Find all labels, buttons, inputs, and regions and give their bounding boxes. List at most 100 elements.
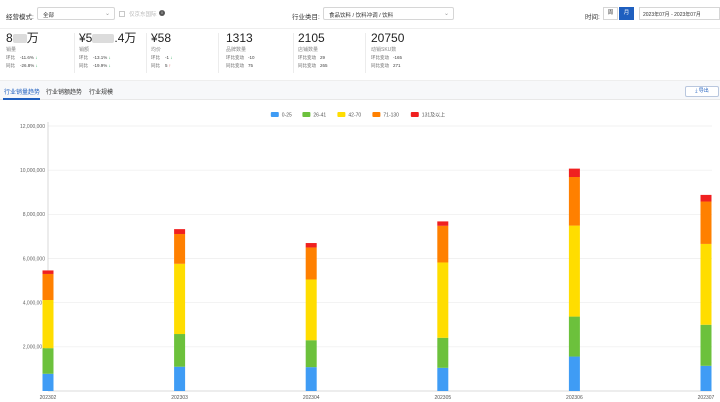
divider <box>293 33 294 73</box>
date-range-picker[interactable]: 2023年07月 - 2023年07月 <box>639 7 720 20</box>
bar-segment-26-41 <box>568 316 580 357</box>
metric-brand-count: 1313 品牌数量 环比变动 -10 同比变动 75 <box>226 32 290 76</box>
metric-value: 20750 <box>371 31 405 45</box>
metric-yoy-row: 同比变动 265 <box>298 63 328 68</box>
bar-segment-71-130 <box>42 273 54 301</box>
metric-mom-row: 环比 -11.6% ↓ <box>6 55 38 60</box>
masked-digits <box>92 34 115 44</box>
metric-store-count: 2105 店铺数量 环比变动 29 同比变动 265 <box>298 32 362 76</box>
legend-swatch <box>410 112 419 117</box>
y-tick-label: 2,000,000 <box>23 345 45 351</box>
tab-sales-amount-trend[interactable]: 行业销额趋势 <box>46 90 83 96</box>
x-tick-label: 202307 <box>698 395 715 401</box>
legend-swatch <box>372 112 381 117</box>
bar-segment-0-25 <box>700 365 712 391</box>
bar-segment-71-130 <box>305 247 317 280</box>
divider <box>146 33 147 73</box>
bar-segment-131及以上 <box>437 221 449 226</box>
export-button[interactable]: ⤓ 导出 <box>685 86 719 97</box>
bar-segment-131及以上 <box>568 168 580 178</box>
tab-sales-volume-trend[interactable]: 行业销量趋势 <box>4 90 41 96</box>
y-tick-label: 10,000,000 <box>20 168 45 174</box>
bar-segment-42-70 <box>568 225 580 317</box>
metric-value: ¥58 <box>151 31 172 45</box>
bar-segment-26-41 <box>700 324 712 366</box>
metric-label: 销量 <box>6 47 17 53</box>
mode-label: 经营模式: <box>6 14 34 21</box>
metric-yoy-row: 同比 -26.8% ↓ <box>6 63 38 68</box>
export-label: 导出 <box>698 88 709 94</box>
sales-volume-chart: 0-25 26-41 42-70 71-130 131及以上 2,000,000 4,000… <box>0 104 720 402</box>
bar-segment-131及以上 <box>42 270 54 274</box>
tab-industry-scale[interactable]: 行业规模 <box>89 90 114 96</box>
metric-mom-row: 环比变动 29 <box>298 55 326 60</box>
y-tick-label: 6,000,000 <box>23 256 45 262</box>
bar-segment-71-130 <box>568 177 580 226</box>
filter-bar: 经营模式: 全部 ⌄ 仅京东国际 i 行业类目: 食品饮料 / 饮料冲调 / 饮… <box>0 0 720 28</box>
info-icon[interactable]: i <box>159 10 165 16</box>
category-select[interactable]: 食品饮料 / 饮料冲调 / 饮料 ⌄ <box>323 7 454 20</box>
y-tick-label: 12,000,000 <box>20 124 45 130</box>
week-toggle[interactable]: 周 <box>603 7 618 20</box>
metric-value: 2105 <box>298 31 325 45</box>
bar-segment-0-25 <box>305 367 317 391</box>
legend-swatch <box>270 112 279 117</box>
metric-label: 动销SKU数 <box>371 47 397 53</box>
metric-mom-row: 环比变动 -10 <box>226 55 255 60</box>
metric-yoy-row: 同比变动 75 <box>226 63 254 68</box>
x-tick-label: 202305 <box>434 395 451 401</box>
metric-sales-amount: ¥5.4万 销额 环比 -13.1% ↓ 同比 -19.9% ↓ <box>79 32 143 76</box>
masked-digits <box>12 34 27 44</box>
chevron-down-icon: ⌄ <box>443 11 449 17</box>
bar-segment-71-130 <box>437 225 449 263</box>
bar-segment-42-70 <box>700 243 712 325</box>
arrow-down-icon: ↓ <box>108 55 111 60</box>
metric-yoy-row: 同比变动 271 <box>371 63 401 68</box>
bar-segment-131及以上 <box>700 194 712 202</box>
metric-label: 均价 <box>151 47 162 53</box>
month-toggle[interactable]: 月 <box>619 7 634 20</box>
bar-segment-42-70 <box>174 263 186 335</box>
x-tick-label: 202302 <box>40 395 57 401</box>
category-select-value: 食品饮料 / 饮料冲调 / 饮料 <box>329 13 394 19</box>
jd-only-checkbox[interactable] <box>119 11 125 17</box>
metric-mom-row: 环比变动 -165 <box>371 55 403 60</box>
bar-segment-26-41 <box>174 334 186 367</box>
category-label: 行业类目: <box>292 14 320 21</box>
bar-segment-26-41 <box>305 340 317 368</box>
time-label: 时间: <box>585 14 600 21</box>
y-tick-label: 4,000,000 <box>23 300 45 306</box>
metric-value: 1313 <box>226 31 253 45</box>
bar-segment-42-70 <box>42 300 54 349</box>
metric-avg-price: ¥58 均价 环比 -1 ↓ 同比 5 ↑ <box>151 32 215 76</box>
bar-segment-0-25 <box>568 356 580 391</box>
bar-segment-42-70 <box>305 279 317 341</box>
bar-segment-26-41 <box>42 348 54 374</box>
divider <box>218 33 219 73</box>
x-tick-label: 202304 <box>303 395 320 401</box>
metric-yoy-row: 同比 5 ↑ <box>151 63 172 68</box>
tab-bar: 行业销量趋势 行业销额趋势 行业规模 <box>0 80 720 100</box>
bar-segment-26-41 <box>437 337 449 368</box>
bar-segment-0-25 <box>42 373 54 391</box>
arrow-down-icon: ↓ <box>35 63 38 68</box>
metric-yoy-row: 同比 -19.9% ↓ <box>79 63 111 68</box>
arrow-down-icon: ↓ <box>108 63 111 68</box>
legend-label: 0-25 <box>282 113 292 119</box>
legend-label: 71-130 <box>383 113 399 119</box>
metric-label: 店铺数量 <box>298 47 319 53</box>
chevron-down-icon: ⌄ <box>104 11 110 17</box>
metric-value: ¥5.4万 <box>79 31 137 45</box>
bar-segment-42-70 <box>437 262 449 338</box>
x-tick-label: 202303 <box>171 395 188 401</box>
bar-segment-71-130 <box>700 201 712 244</box>
y-tick-label: 8,000,000 <box>23 212 45 218</box>
metric-mom-row: 环比 -1 ↓ <box>151 55 173 60</box>
legend-swatch <box>302 112 311 117</box>
arrow-down-icon: ↓ <box>170 55 173 60</box>
mode-select[interactable]: 全部 ⌄ <box>37 7 115 20</box>
bar-segment-131及以上 <box>174 229 186 234</box>
legend-label: 42-70 <box>348 113 361 119</box>
